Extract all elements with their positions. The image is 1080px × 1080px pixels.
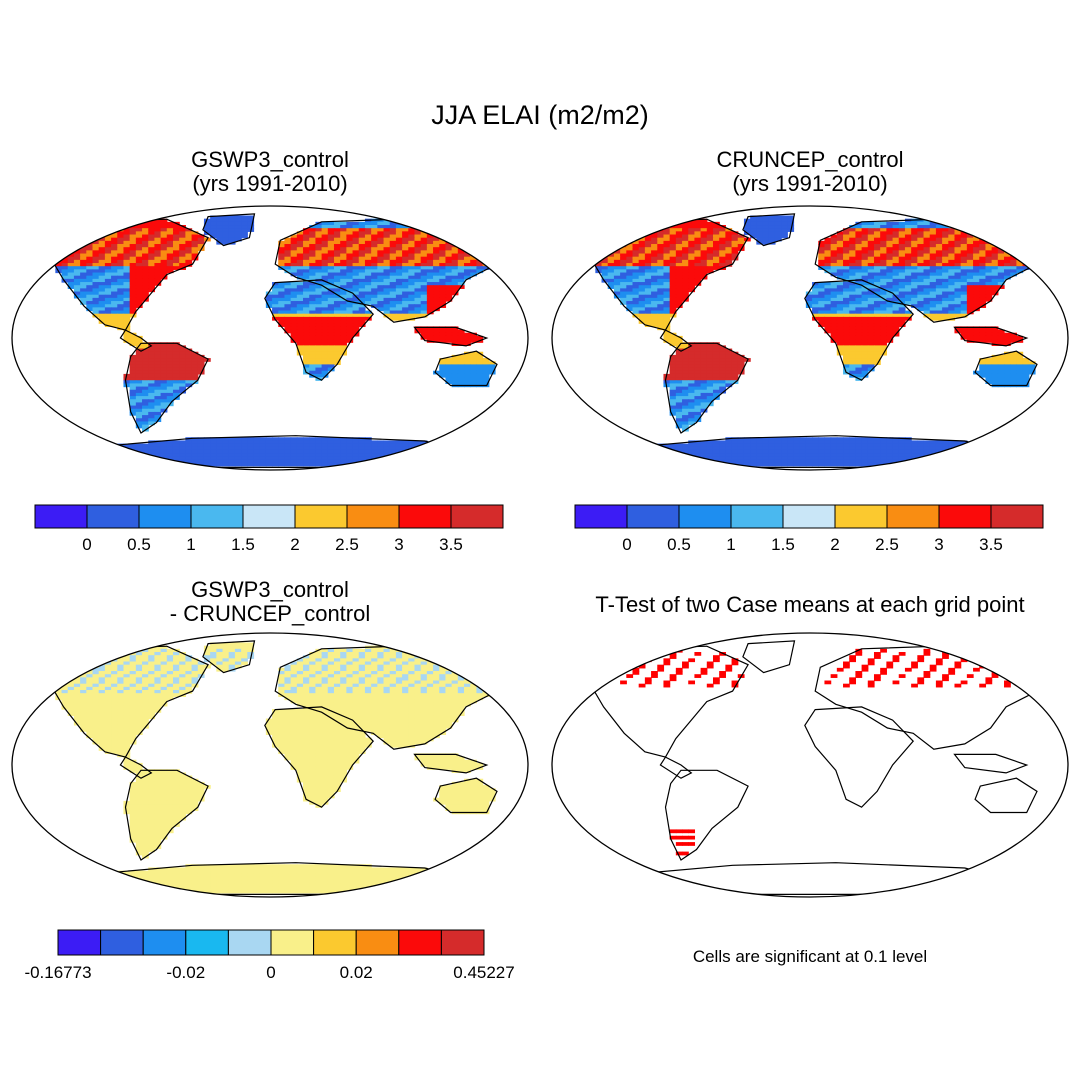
colorbar-tick-label: 1	[726, 535, 735, 554]
colorbar-swatch	[185, 929, 229, 956]
coastline-north-america	[42, 645, 209, 758]
colorbar-swatch	[100, 929, 144, 956]
significance-note: Cells are significant at 0.1 level	[692, 947, 928, 966]
colorbar-tick-label: 0	[622, 535, 631, 554]
coastline-southeast-asia	[953, 753, 1029, 774]
panel-title-gswp3-line2: (yrs 1991-2010)	[192, 171, 348, 196]
colorbar-swatch	[138, 504, 192, 529]
colorbar-tick-label: 2.5	[875, 535, 899, 554]
colorbar-tick-label: 0.5	[667, 535, 691, 554]
colorbar-tick-label: 0	[82, 535, 91, 554]
colorbar-swatch	[355, 929, 400, 956]
colorbar-swatch	[574, 504, 628, 529]
panel-title-cruncep-line2: (yrs 1991-2010)	[732, 171, 888, 196]
figure-title: JJA ELAI (m2/m2)	[431, 100, 649, 130]
colorbar-swatch	[678, 504, 732, 529]
panel-title-ttest: T-Test of two Case means at each grid po…	[560, 593, 1060, 617]
coastline-south-america	[664, 769, 749, 861]
colorbar-swatch	[398, 929, 442, 956]
colorbar-tick-label: 2.5	[335, 535, 359, 554]
colorbar-swatch	[34, 504, 88, 529]
coastline-australia	[434, 350, 498, 387]
panel-title-gswp3: GSWP3_control (yrs 1991-2010)	[120, 148, 420, 196]
panel-title-cruncep: CRUNCEP_control (yrs 1991-2010)	[660, 148, 960, 196]
colorbar-tick-label: 3.5	[979, 535, 1003, 554]
colorbar-swatch	[730, 504, 784, 529]
colorbar-tick-label: 1.5	[231, 535, 255, 554]
panel-title-cruncep-line1: CRUNCEP_control	[716, 147, 904, 172]
colorbar-tick-label: 3	[394, 535, 403, 554]
colorbar-swatch	[990, 504, 1044, 529]
colorbar-tick-label: 2	[290, 535, 299, 554]
coastline-africa	[804, 706, 915, 808]
colorbar-swatch	[270, 929, 315, 956]
colorbar-swatch	[86, 504, 140, 529]
colorbar-tick-label: 0.02	[340, 963, 373, 982]
colorbar-tick-label: 2	[830, 535, 839, 554]
coastline-southeast-asia	[953, 326, 1029, 347]
coastline-greenland	[202, 640, 256, 674]
colorbar-swatch	[190, 504, 244, 529]
colorbar-gswp3: 0 0.5 1 1.5 2 2.5 3 3.5	[34, 504, 504, 554]
coastline-australia	[434, 777, 498, 814]
colorbar-swatch	[938, 504, 992, 529]
coastline-north-america	[582, 645, 749, 758]
colorbar-swatch	[142, 929, 187, 956]
colorbar-swatch	[57, 929, 102, 956]
coastline-north-america	[582, 218, 749, 331]
colorbar-swatch	[227, 929, 272, 956]
panel-title-gswp3-line1: GSWP3_control	[191, 147, 349, 172]
colorbar-swatch	[313, 929, 357, 956]
colorbar-swatch	[834, 504, 888, 529]
coastline-south-america	[124, 769, 209, 861]
colorbar-tick-label: 3.5	[439, 535, 463, 554]
coastline-central-america	[659, 756, 693, 779]
colorbar-tick-label: 0	[266, 963, 275, 982]
colorbar-tick-label: -0.16773	[24, 963, 91, 982]
coastline-central-america	[119, 756, 153, 779]
coastline-greenland	[742, 640, 796, 674]
colorbar-swatch	[398, 504, 452, 529]
coastline-central-america	[659, 329, 693, 352]
colorbar-swatch	[782, 504, 836, 529]
coastline-central-america	[119, 329, 153, 352]
panel-title-diff-line1: GSWP3_control	[191, 577, 349, 602]
coastline-australia	[974, 777, 1038, 814]
coastline-africa	[264, 279, 375, 381]
colorbar-swatch	[626, 504, 680, 529]
coastline-greenland	[202, 213, 256, 247]
panel-title-ttest-line1: T-Test of two Case means at each grid po…	[595, 592, 1025, 617]
colorbar-tick-label: 0.45227	[453, 963, 514, 982]
colorbar-diff: -0.16773 -0.02 0 0.02 0.45227	[24, 929, 515, 982]
coastline-south-america	[664, 342, 749, 434]
panel-title-diff-line2: - CRUNCEP_control	[169, 601, 371, 626]
colorbar-tick-label: -0.02	[166, 963, 205, 982]
colorbar-tick-label: 1.5	[771, 535, 795, 554]
panel-title-diff: GSWP3_control - CRUNCEP_control	[120, 578, 420, 626]
colorbar-swatch	[886, 504, 940, 529]
colorbar-swatch	[242, 504, 296, 529]
coastline-greenland	[742, 213, 796, 247]
coastline-southeast-asia	[413, 753, 489, 774]
coastline-africa	[264, 706, 375, 808]
coastline-africa	[804, 279, 915, 381]
coastline-southeast-asia	[413, 326, 489, 347]
colorbar-swatch	[450, 504, 504, 529]
colorbar-swatch	[294, 504, 348, 529]
colorbar-cruncep: 0 0.5 1 1.5 2 2.5 3 3.5	[574, 504, 1044, 554]
coastline-south-america	[124, 342, 209, 434]
colorbar-tick-label: 1	[186, 535, 195, 554]
colorbar-tick-label: 0.5	[127, 535, 151, 554]
coastline-north-america	[42, 218, 209, 331]
colorbar-swatch	[440, 929, 485, 956]
coastline-australia	[974, 350, 1038, 387]
colorbar-tick-label: 3	[934, 535, 943, 554]
colorbar-swatch	[346, 504, 400, 529]
